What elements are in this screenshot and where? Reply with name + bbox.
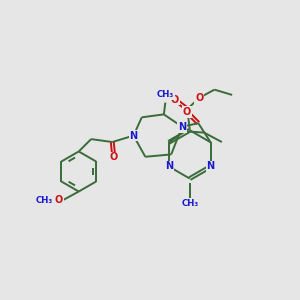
Text: CH₃: CH₃ <box>36 196 53 205</box>
Text: CH₃: CH₃ <box>157 90 174 99</box>
Text: CH₃: CH₃ <box>181 199 198 208</box>
Text: O: O <box>110 152 118 162</box>
Text: O: O <box>55 195 63 205</box>
Text: N: N <box>165 161 173 172</box>
Text: N: N <box>207 161 215 172</box>
Text: N: N <box>178 122 186 132</box>
Text: O: O <box>195 93 203 103</box>
Text: O: O <box>171 94 179 105</box>
Text: O: O <box>183 107 191 117</box>
Text: N: N <box>130 130 138 141</box>
